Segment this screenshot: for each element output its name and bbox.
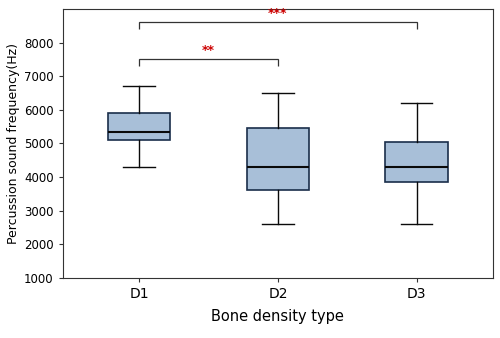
Text: ***: ***: [268, 7, 287, 20]
PathPatch shape: [108, 113, 170, 140]
X-axis label: Bone density type: Bone density type: [212, 309, 344, 324]
Y-axis label: Percussion sound frequency(Hz): Percussion sound frequency(Hz): [7, 43, 20, 244]
PathPatch shape: [386, 142, 448, 182]
PathPatch shape: [246, 128, 309, 191]
Text: **: **: [202, 44, 215, 57]
